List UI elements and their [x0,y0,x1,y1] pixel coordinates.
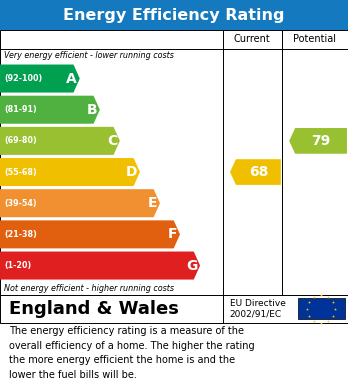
Text: 79: 79 [311,134,331,148]
Polygon shape [0,65,80,93]
Polygon shape [289,128,347,154]
Text: F: F [168,228,177,241]
Text: (39-54): (39-54) [4,199,37,208]
Text: Current: Current [234,34,271,45]
Text: G: G [186,258,197,273]
Text: E: E [148,196,157,210]
Text: 68: 68 [249,165,268,179]
Text: (55-68): (55-68) [4,167,37,177]
Text: Energy Efficiency Rating: Energy Efficiency Rating [63,7,285,23]
Text: Potential: Potential [293,34,337,45]
Text: 2002/91/EC: 2002/91/EC [230,310,282,319]
Polygon shape [0,251,200,280]
Bar [0,30,348,295]
Text: (21-38): (21-38) [4,230,37,239]
Polygon shape [0,158,140,186]
Text: (92-100): (92-100) [4,74,42,83]
Text: C: C [107,134,117,148]
Text: A: A [66,72,77,86]
Text: Very energy efficient - lower running costs: Very energy efficient - lower running co… [4,51,174,61]
Polygon shape [0,189,160,217]
Text: EU Directive: EU Directive [230,299,286,308]
Text: (1-20): (1-20) [4,261,31,270]
Polygon shape [0,221,180,248]
Text: B: B [86,103,97,117]
Text: England & Wales: England & Wales [9,300,179,318]
Polygon shape [0,96,100,124]
Text: The energy efficiency rating is a measure of the
overall efficiency of a home. T: The energy efficiency rating is a measur… [9,326,254,380]
Polygon shape [230,159,281,185]
Text: (81-91): (81-91) [4,105,37,114]
Polygon shape [0,127,120,155]
Text: (69-80): (69-80) [4,136,37,145]
Bar [0,0,348,30]
Text: D: D [126,165,137,179]
Bar [0,295,348,323]
Text: Not energy efficient - higher running costs: Not energy efficient - higher running co… [4,283,174,293]
Bar [298,298,345,319]
